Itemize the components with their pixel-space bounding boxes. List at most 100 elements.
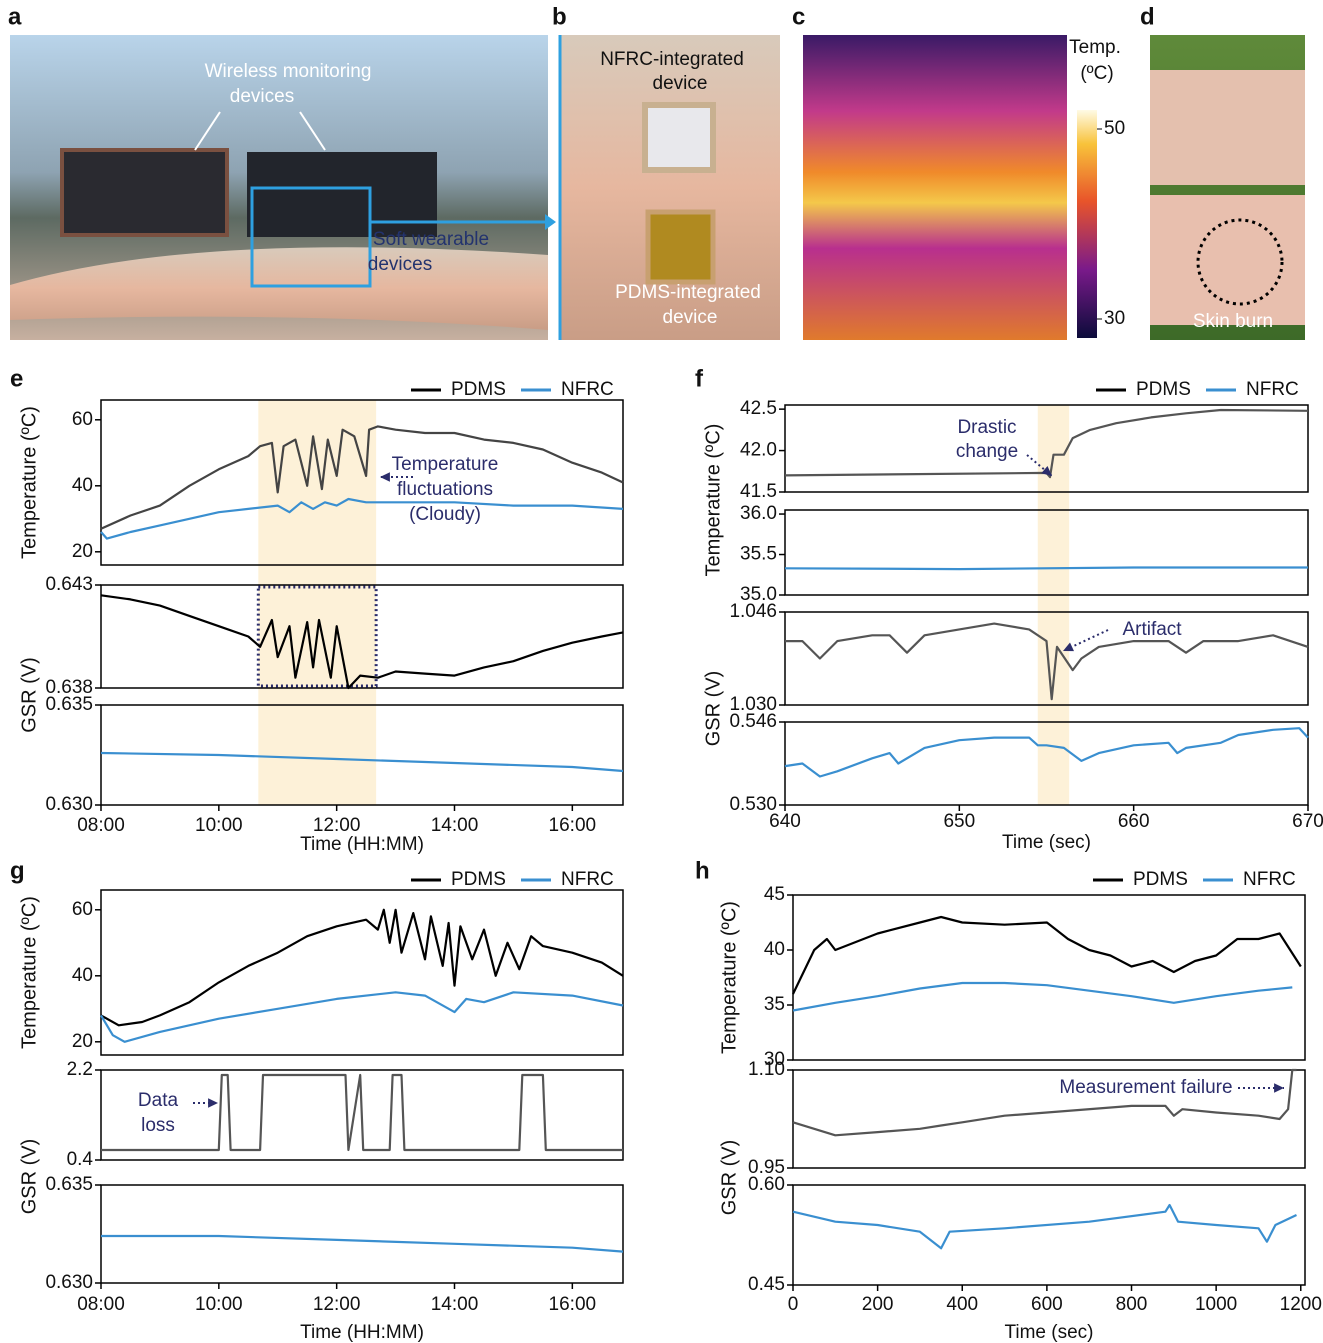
legend-label: NFRC bbox=[1243, 869, 1296, 890]
data-line bbox=[101, 910, 623, 1026]
panel-label: f bbox=[695, 365, 704, 392]
device bbox=[645, 105, 713, 170]
panel-label: d bbox=[1140, 3, 1155, 30]
y-tick-label: 42.0 bbox=[740, 440, 777, 461]
y-tick-label: 20 bbox=[72, 1031, 93, 1052]
y-tick-label: 20 bbox=[72, 541, 93, 562]
x-tick-label: 14:00 bbox=[431, 815, 479, 836]
axes-frame bbox=[793, 895, 1305, 1060]
y-axis-label: Temperature (ºC) bbox=[718, 901, 740, 1054]
arrow-head bbox=[1274, 1083, 1284, 1093]
arm bbox=[1150, 70, 1305, 185]
x-tick-label: 16:00 bbox=[549, 815, 597, 836]
photo-text: Wireless monitoring bbox=[205, 61, 372, 82]
photo-text: device bbox=[663, 307, 718, 328]
thermal-image bbox=[803, 35, 1067, 340]
annotation: loss bbox=[141, 1115, 175, 1136]
x-tick-label: 08:00 bbox=[77, 815, 125, 836]
y-axis-label: GSR (V) bbox=[18, 1139, 40, 1215]
y-tick-label: 0.4 bbox=[67, 1149, 94, 1170]
arrow-head bbox=[380, 472, 390, 482]
y-axis-label: Temperature (ºC) bbox=[702, 424, 724, 577]
x-tick-label: 400 bbox=[946, 1294, 978, 1315]
panel-label: e bbox=[10, 365, 23, 392]
axes-frame bbox=[101, 1185, 623, 1283]
photo-text: devices bbox=[368, 254, 432, 275]
legend-label: PDMS bbox=[451, 379, 506, 400]
y-tick-label: 42.5 bbox=[740, 398, 777, 419]
annotation: Temperature bbox=[392, 454, 499, 475]
y-tick-label: 0.630 bbox=[45, 1272, 93, 1293]
figure: a Wireless monitoring devices Soft weara… bbox=[0, 0, 1323, 1343]
annotation: fluctuations bbox=[397, 479, 493, 500]
x-tick-label: 600 bbox=[1031, 1294, 1063, 1315]
legend-label: PDMS bbox=[451, 869, 506, 890]
x-tick-label: 200 bbox=[862, 1294, 894, 1315]
colorbar-tick-label: 50 bbox=[1104, 118, 1125, 139]
panel-label: h bbox=[695, 857, 710, 884]
panel-label: b bbox=[552, 3, 567, 30]
y-tick-label: 36.0 bbox=[740, 503, 777, 524]
legend-label: PDMS bbox=[1136, 379, 1191, 400]
annotation: Artifact bbox=[1122, 619, 1182, 640]
x-tick-label: 10:00 bbox=[195, 815, 243, 836]
tablet bbox=[247, 152, 437, 237]
y-tick-label: 0.635 bbox=[45, 1174, 93, 1195]
x-tick-label: 660 bbox=[1118, 811, 1150, 832]
photo-text: Skin burn bbox=[1193, 311, 1273, 332]
x-tick-label: 670 bbox=[1292, 811, 1323, 832]
annotation: change bbox=[956, 441, 1018, 462]
x-tick-label: 10:00 bbox=[195, 1294, 243, 1315]
y-tick-label: 35.5 bbox=[740, 544, 777, 565]
x-tick-label: 800 bbox=[1116, 1294, 1148, 1315]
x-tick-label: 14:00 bbox=[431, 1294, 479, 1315]
y-axis-label: GSR (V) bbox=[702, 671, 724, 747]
x-tick-label: 650 bbox=[943, 811, 975, 832]
x-tick-label: 08:00 bbox=[77, 1294, 125, 1315]
panel-label: c bbox=[792, 3, 805, 30]
annotation: Data bbox=[138, 1090, 179, 1111]
y-tick-label: 0.630 bbox=[45, 794, 93, 815]
legend-label: NFRC bbox=[1246, 379, 1299, 400]
photo-text: PDMS-integrated bbox=[615, 282, 761, 303]
x-tick-label: 0 bbox=[788, 1294, 799, 1315]
data-line bbox=[793, 917, 1301, 994]
y-tick-label: 2.2 bbox=[67, 1059, 93, 1080]
data-line bbox=[101, 1075, 623, 1150]
arrow-head bbox=[208, 1098, 218, 1108]
arrow-head bbox=[545, 214, 556, 230]
x-tick-label: 12:00 bbox=[313, 815, 361, 836]
data-line bbox=[785, 568, 1308, 570]
legend-label: NFRC bbox=[561, 379, 614, 400]
y-tick-label: 1.046 bbox=[729, 601, 777, 622]
panel-label: g bbox=[10, 857, 25, 884]
photo-text: Soft wearable bbox=[373, 229, 489, 250]
data-line bbox=[101, 992, 623, 1042]
colorbar-title: Temp. bbox=[1069, 37, 1121, 58]
x-axis-label: Time (HH:MM) bbox=[300, 1322, 424, 1343]
annotation: Measurement failure bbox=[1059, 1077, 1232, 1098]
data-line bbox=[101, 1236, 623, 1252]
y-tick-label: 0.546 bbox=[729, 711, 777, 732]
y-tick-label: 0.45 bbox=[748, 1274, 785, 1295]
y-axis-label: GSR (V) bbox=[18, 657, 40, 733]
x-axis-label: Time (sec) bbox=[1004, 1322, 1093, 1343]
annotation: Drastic bbox=[957, 417, 1016, 438]
x-tick-label: 640 bbox=[769, 811, 801, 832]
data-line bbox=[793, 1205, 1297, 1248]
x-tick-label: 16:00 bbox=[549, 1294, 597, 1315]
y-tick-label: 0.643 bbox=[45, 574, 93, 595]
panel-label: a bbox=[8, 3, 22, 30]
tablet bbox=[62, 150, 227, 235]
legend-label: PDMS bbox=[1133, 869, 1188, 890]
y-tick-label: 60 bbox=[72, 409, 93, 430]
y-tick-label: 40 bbox=[764, 939, 785, 960]
axes-frame bbox=[793, 1185, 1305, 1285]
y-tick-label: 45 bbox=[764, 884, 785, 905]
photo-text: device bbox=[653, 73, 708, 94]
annotation: (Cloudy) bbox=[409, 504, 481, 525]
legend-label: NFRC bbox=[561, 869, 614, 890]
x-tick-label: 12:00 bbox=[313, 1294, 361, 1315]
y-tick-label: 0.635 bbox=[45, 694, 93, 715]
photo-text: devices bbox=[230, 86, 294, 107]
